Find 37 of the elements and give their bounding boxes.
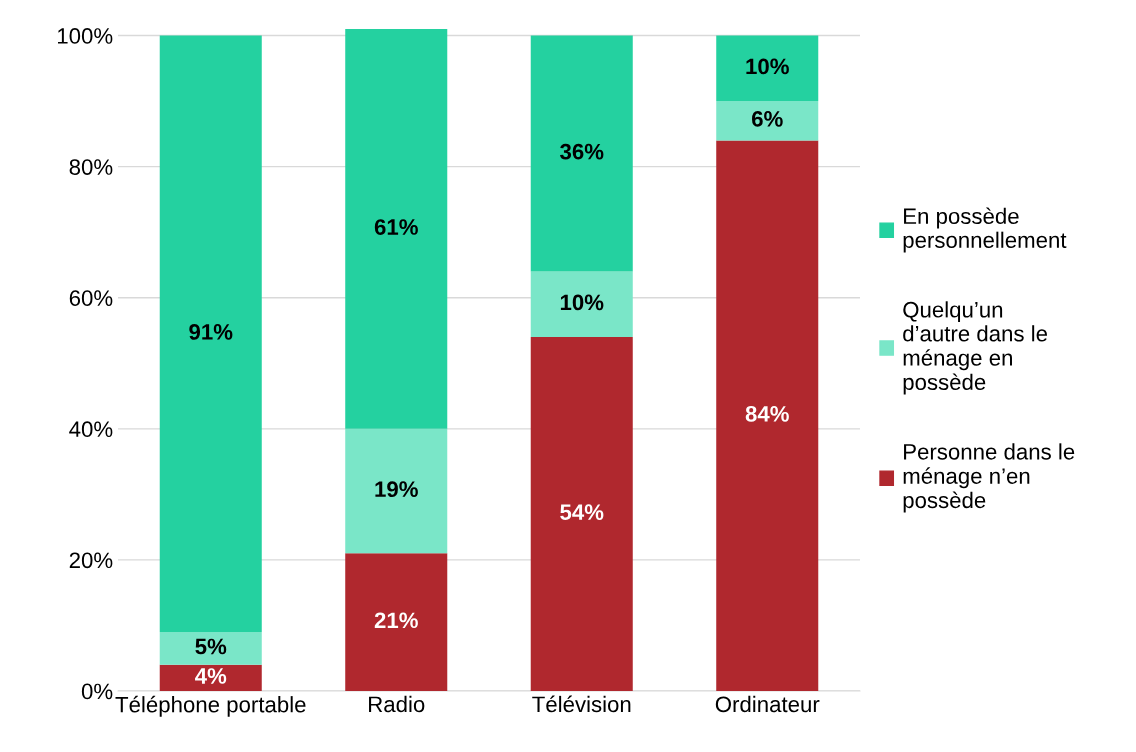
bar <box>345 428 448 554</box>
bar <box>716 101 819 141</box>
bar <box>530 35 633 272</box>
data-label: 4% <box>195 668 227 684</box>
data-label: 19% <box>375 481 418 498</box>
data-label: 61% <box>374 219 418 235</box>
data-label: 10% <box>560 294 604 311</box>
bar <box>716 35 819 102</box>
y-tick-label: 100% <box>58 28 113 44</box>
x-tick-label: Téléphone portable <box>115 695 306 717</box>
x-tick-label: Ordinateur <box>715 695 820 713</box>
bar <box>159 632 262 665</box>
bar <box>530 337 633 691</box>
data-label: 10% <box>746 58 789 75</box>
x-tick-label: Télévision <box>532 695 631 713</box>
data-label: 6% <box>752 110 783 127</box>
y-tick-label: 80% <box>69 159 113 175</box>
legend-label: Personne dans le ménage n’en possède <box>903 443 1075 513</box>
bar <box>159 664 262 691</box>
bar <box>716 140 819 691</box>
x-tick-label: Radio <box>369 695 425 713</box>
data-label: 84% <box>745 405 789 422</box>
data-label: 91% <box>189 324 233 340</box>
bar <box>159 35 262 633</box>
legend-label: En possède personnellement <box>903 207 1067 253</box>
y-tick-label: 60% <box>69 290 113 306</box>
bar <box>345 553 448 691</box>
legend-label: Quelqu’un d’autre dans le ménage en possède <box>903 301 1048 395</box>
y-tick-label: 0% <box>81 683 113 700</box>
bar <box>530 271 633 338</box>
y-tick-label: 20% <box>69 552 113 569</box>
data-label: 54% <box>560 504 604 520</box>
bar <box>345 29 448 429</box>
data-label: 5% <box>195 638 227 655</box>
data-label: 21% <box>374 612 418 629</box>
data-label: 36% <box>560 143 604 160</box>
y-tick-label: 40% <box>69 421 113 438</box>
